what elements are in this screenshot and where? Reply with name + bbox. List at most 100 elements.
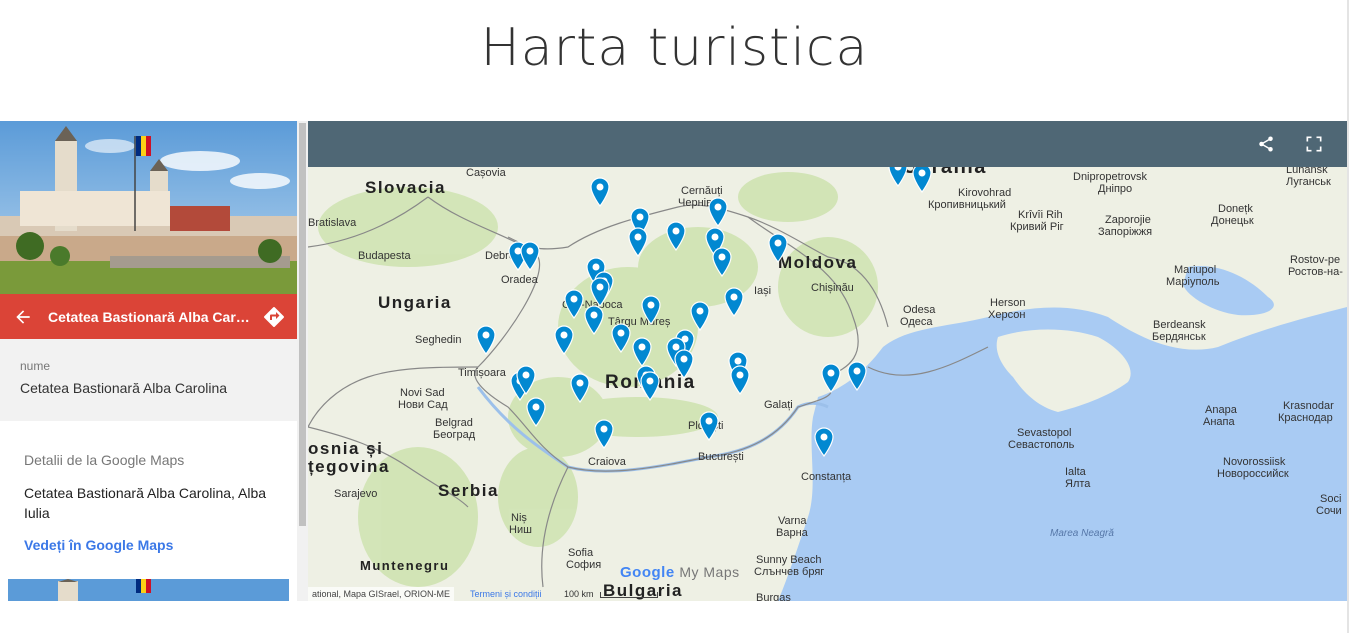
directions-button[interactable] <box>251 294 297 339</box>
city-kryvyi: Krîvîi Rih <box>1018 209 1063 221</box>
map-pin[interactable] <box>712 247 732 277</box>
city-mariupol-cyr: Маріуполь <box>1166 276 1220 288</box>
map-pin[interactable] <box>632 337 652 367</box>
map-pin-icon <box>584 305 604 335</box>
map-pin[interactable] <box>730 365 750 395</box>
map-pin[interactable] <box>814 427 834 457</box>
google-my-maps-logo: Google My Maps <box>620 564 740 581</box>
map-pin-icon <box>554 325 574 355</box>
city-chisinau: Chișinău <box>811 282 854 294</box>
city-krasnodar: Krasnodar <box>1283 400 1334 412</box>
city-mariupol: Mariupol <box>1174 264 1217 276</box>
map-pin-icon <box>590 177 610 207</box>
city-craiova: Craiova <box>588 456 626 468</box>
share-button[interactable] <box>1252 130 1280 158</box>
city-ialta: Ialta <box>1065 466 1086 478</box>
city-iasi: Iași <box>754 285 772 297</box>
city-nis-cyr: Ниш <box>509 524 532 536</box>
scrollbar-thumb[interactable] <box>299 123 306 526</box>
map-pin-icon <box>912 167 932 193</box>
city-sofia-cyr: София <box>566 559 602 571</box>
map-pin[interactable] <box>590 277 610 307</box>
map-pin-icon <box>594 419 614 449</box>
sidebar-scrollbar[interactable] <box>297 121 308 601</box>
city-zaporizhzhia-cyr: Запоріжжя <box>1098 226 1153 238</box>
google-maps-heading: Detalii de la Google Maps <box>24 452 185 468</box>
map-pin[interactable] <box>768 233 788 263</box>
city-debretin: Debreţin <box>485 250 527 262</box>
map-pin[interactable] <box>554 325 574 355</box>
city-donetsk-cyr: Донецьк <box>1211 215 1254 227</box>
back-button[interactable] <box>0 294 46 339</box>
map-pin-icon <box>888 167 908 187</box>
city-novisad: Novi Sad <box>400 387 445 399</box>
label-serbia: Serbia <box>438 481 499 500</box>
city-nis: Niș <box>511 512 527 524</box>
map-pin-icon <box>476 325 496 355</box>
map-pin[interactable] <box>821 363 841 393</box>
map-pin-icon <box>526 397 546 427</box>
map-pin[interactable] <box>699 411 719 441</box>
city-chernivtsi: Cernăuți <box>681 185 723 197</box>
city-dnipro-cyr: Дніпро <box>1098 183 1133 195</box>
map-pin-icon <box>520 241 540 271</box>
fullscreen-button[interactable] <box>1300 130 1328 158</box>
map-pin[interactable] <box>611 323 631 353</box>
city-novorossiisk: Novorossiisk <box>1223 456 1286 468</box>
field-label: nume <box>20 359 51 373</box>
place-photo[interactable] <box>0 121 297 294</box>
city-krasnodar-cyr: Краснодар <box>1278 412 1333 424</box>
place-title-bar: Cetatea Bastionară Alba Carol... <box>0 294 297 339</box>
map-pin[interactable] <box>847 361 867 391</box>
terms-link[interactable]: Termeni și condiții <box>470 589 542 599</box>
map-pin[interactable] <box>724 287 744 317</box>
place-title: Cetatea Bastionară Alba Carol... <box>48 308 251 325</box>
view-in-google-maps-link[interactable]: Vedeți în Google Maps <box>24 537 174 553</box>
city-rostov-cyr: Ростов-на- <box>1288 266 1343 278</box>
city-herson: Herson <box>990 297 1026 309</box>
city-luhansk-cyr: Луганськ <box>1286 176 1331 188</box>
city-burgas: Burgas <box>756 592 791 602</box>
map-pin-icon <box>712 247 732 277</box>
city-ialta-cyr: Ялта <box>1065 478 1091 490</box>
city-dnipro: Dnipropetrovsk <box>1073 171 1147 183</box>
map-pin[interactable] <box>526 397 546 427</box>
place-photo-thumbnail[interactable] <box>8 579 289 601</box>
name-field: nume Cetatea Bastionară Alba Carolina <box>0 339 297 421</box>
city-kirovohrad-cyr: Кропивницький <box>928 199 1006 211</box>
arrow-left-icon <box>16 309 30 324</box>
map-canvas[interactable]: Slovacia Ungaria Romania Moldova Serbia … <box>308 167 1347 601</box>
map-pin-icon <box>674 349 694 379</box>
city-anapa-cyr: Анапа <box>1203 416 1235 428</box>
label-moldova: Moldova <box>778 253 858 272</box>
map-pin[interactable] <box>520 241 540 271</box>
map-pin[interactable] <box>641 295 661 325</box>
city-berdeansk-cyr: Бердянськ <box>1152 331 1206 343</box>
label-ucraina: Ucraina <box>903 167 987 178</box>
city-oradea: Oradea <box>501 274 538 286</box>
map-pin[interactable] <box>564 289 584 319</box>
city-seghedin: Seghedin <box>415 334 462 346</box>
map-pin[interactable] <box>674 349 694 379</box>
label-slovacia: Slovacia <box>365 178 446 197</box>
map-pin[interactable] <box>690 301 710 331</box>
map-pin[interactable] <box>584 305 604 335</box>
map-pin[interactable] <box>594 419 614 449</box>
map-pin[interactable] <box>628 227 648 257</box>
map-pin[interactable] <box>666 221 686 251</box>
map-pin[interactable] <box>888 167 908 187</box>
map-pin[interactable] <box>516 365 536 395</box>
map-pin[interactable] <box>590 177 610 207</box>
city-bucuresti: București <box>698 451 744 463</box>
city-varna-cyr: Варна <box>776 527 808 539</box>
map-pin[interactable] <box>912 167 932 193</box>
map-pin[interactable] <box>476 325 496 355</box>
city-cluj: Cluj-Napoca <box>562 299 623 311</box>
map-pin[interactable] <box>708 197 728 227</box>
map-pin[interactable] <box>570 373 590 403</box>
scale-label: 100 km <box>564 589 594 599</box>
city-luhansk: Luhansk <box>1286 167 1328 176</box>
city-belgrad: Belgrad <box>435 417 473 429</box>
map-pin[interactable] <box>640 371 660 401</box>
share-icon <box>1259 136 1273 152</box>
